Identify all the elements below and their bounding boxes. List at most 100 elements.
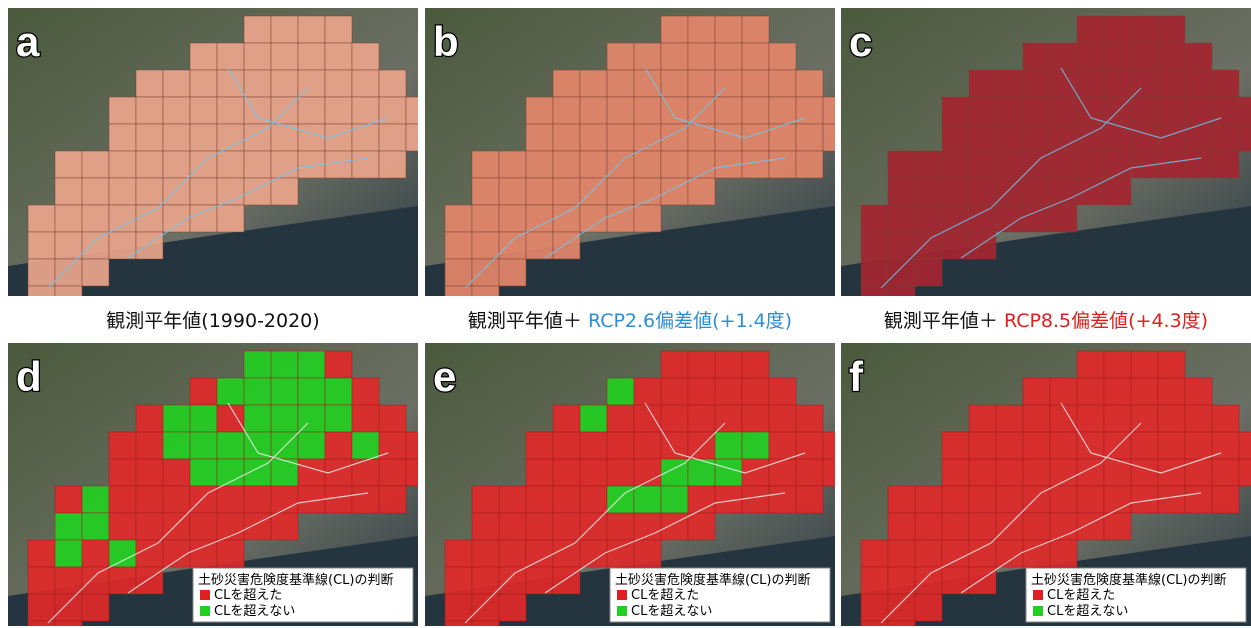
map-panel: d土砂災害危険度基準線(CL)の判断CLを超えたCLを超えない: [8, 343, 418, 626]
grid-cell: [580, 432, 607, 459]
grid-cell: [163, 432, 190, 459]
grid-cell: [136, 486, 163, 513]
grid-cell: [688, 178, 715, 205]
grid-cell: [1158, 97, 1185, 124]
grid-cell: [1131, 124, 1158, 151]
grid-cell: [217, 151, 244, 178]
grid-cell: [915, 151, 942, 178]
grid-cell: [661, 378, 688, 405]
grid-cell: [271, 432, 298, 459]
grid-cell: [244, 16, 271, 43]
grid-cell: [499, 178, 526, 205]
grid-cell: [580, 97, 607, 124]
map-panel: c: [841, 8, 1251, 296]
grid-cell: [688, 151, 715, 178]
grid-cell: [445, 540, 472, 567]
grid-cell: [28, 259, 55, 286]
grid-cell: [1050, 378, 1077, 405]
grid-cell: [1077, 43, 1104, 70]
grid-cell: [742, 351, 769, 378]
grid-cell: [715, 378, 742, 405]
grid-cell: [661, 405, 688, 432]
grid-cell: [136, 124, 163, 151]
grid-cell: [526, 178, 553, 205]
grid-cell: [1104, 70, 1131, 97]
grid-cell: [325, 432, 352, 459]
grid-cell: [352, 405, 379, 432]
grid-cell: [55, 151, 82, 178]
grid-cell: [688, 513, 715, 540]
grid-cell: [526, 540, 553, 567]
grid-cell: [271, 151, 298, 178]
grid-cell: [136, 432, 163, 459]
grid-cell: [1077, 16, 1104, 43]
grid-cell: [888, 594, 915, 621]
panel-letter: a: [16, 18, 40, 65]
grid-cell: [861, 594, 888, 621]
grid-cell: [661, 16, 688, 43]
grid-cell: [969, 486, 996, 513]
grid-cell: [915, 178, 942, 205]
grid-cell: [136, 70, 163, 97]
grid-cell: [888, 286, 915, 296]
grid-cell: [769, 486, 796, 513]
grid-cell: [217, 540, 244, 567]
grid-cell: [796, 459, 823, 486]
grid-cell: [742, 486, 769, 513]
grid-cell: [607, 97, 634, 124]
grid-cell: [298, 70, 325, 97]
grid-cell: [55, 178, 82, 205]
grid-cell: [688, 43, 715, 70]
grid-cell: [28, 567, 55, 594]
grid-cell: [634, 405, 661, 432]
grid-cell: [661, 43, 688, 70]
grid-cell: [526, 151, 553, 178]
grid-cell: [109, 540, 136, 567]
grid-cell: [688, 405, 715, 432]
grid-cell: [109, 205, 136, 232]
grid-cell: [472, 286, 499, 296]
grid-cell: [715, 459, 742, 486]
grid-cell: [861, 232, 888, 259]
grid-cell: [661, 486, 688, 513]
grid-cell: [526, 486, 553, 513]
grid-cell: [580, 205, 607, 232]
grid-cell: [607, 70, 634, 97]
grid-cell: [942, 205, 969, 232]
grid-cell: [969, 178, 996, 205]
grid-cell: [352, 43, 379, 70]
grid-cell: [499, 594, 526, 621]
grid-cell: [1104, 486, 1131, 513]
grid-cell: [445, 205, 472, 232]
grid-cell: [969, 540, 996, 567]
grid-cell: [499, 259, 526, 286]
grid-cell: [1131, 351, 1158, 378]
grid-cell: [1158, 43, 1185, 70]
panel-letter: c: [849, 18, 872, 65]
grid-cell: [1023, 97, 1050, 124]
grid-cell: [888, 486, 915, 513]
grid-cell: [1131, 16, 1158, 43]
grid-cell: [742, 16, 769, 43]
grid-cell: [109, 486, 136, 513]
grid-cell: [244, 43, 271, 70]
grid-cell: [82, 567, 109, 594]
grid-cell: [190, 432, 217, 459]
grid-cell: [271, 486, 298, 513]
grid-cell: [769, 70, 796, 97]
grid-cell: [996, 432, 1023, 459]
grid-cell: [796, 124, 823, 151]
grid-cell: [190, 405, 217, 432]
grid-cell: [1131, 70, 1158, 97]
grid-cell: [1077, 513, 1104, 540]
grid-cell: [82, 178, 109, 205]
legend-item: CLを超えた: [1047, 588, 1115, 603]
grid-cell: [406, 97, 418, 124]
grid-cell: [553, 205, 580, 232]
grid-cell: [1185, 43, 1212, 70]
grid-cell: [136, 405, 163, 432]
grid-cell: [1050, 432, 1077, 459]
grid-cell: [996, 97, 1023, 124]
grid-cell: [715, 97, 742, 124]
grid-cell: [861, 621, 888, 626]
